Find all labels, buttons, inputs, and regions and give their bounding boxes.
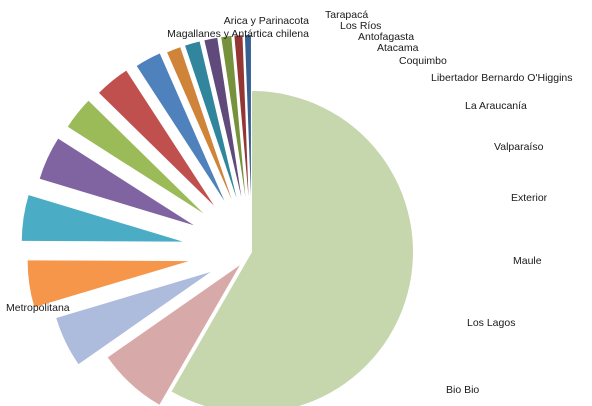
slice-label-metropolitana: Metropolitana xyxy=(6,302,70,314)
slice-label-valparaiso: Valparaíso xyxy=(494,141,544,153)
pie-slice-exterior xyxy=(21,195,183,242)
slice-label-exterior: Exterior xyxy=(511,192,548,204)
slice-label-antofagasta: Antofagasta xyxy=(358,31,414,43)
slice-label-la-araucania: La Araucanía xyxy=(465,100,527,112)
slice-label-coquimbo: Coquimbo xyxy=(399,55,447,67)
slice-label-bio-bio: Bio Bio xyxy=(446,384,479,396)
pie-slice-magallanes-y-antartica-chilena xyxy=(244,35,251,197)
pie-slice-la-araucania xyxy=(67,100,204,214)
pie-slice-coquimbo xyxy=(136,53,225,201)
slice-label-atacama: Atacama xyxy=(377,42,419,54)
pie-slice-maule xyxy=(27,260,189,308)
pie-slice-tarapaca xyxy=(221,36,246,197)
slice-label-los-lagos: Los Lagos xyxy=(467,317,515,329)
slice-label-libertador-bernardo-o-higgins: Libertador Bernardo O'Higgins xyxy=(431,72,573,84)
pie-slices xyxy=(21,35,414,406)
slice-label-magallanes-y-antartica-chilena: Magallanes y Antártica chilena xyxy=(167,28,309,40)
pie-slice-bio-bio xyxy=(107,265,240,405)
pie-slice-antofagasta xyxy=(185,41,237,199)
slice-label-maule: Maule xyxy=(513,255,542,267)
slice-label-arica-y-parinacota: Arica y Parinacota xyxy=(224,15,309,27)
pie-slice-libertador-bernardo-o-higgins xyxy=(99,70,214,206)
pie-slice-los-rios xyxy=(204,37,242,198)
slice-label-tarapaca: Tarapacá xyxy=(325,9,368,21)
slice-label-los-rios: Los Ríos xyxy=(340,20,381,32)
pie-slice-valparaiso xyxy=(39,138,194,226)
pie-slice-metropolitana xyxy=(171,91,414,406)
pie-labels: Metropolitana Bio Bio Los Lagos Maule Exteri… xyxy=(6,9,573,396)
pie-slice-los-lagos xyxy=(56,271,211,365)
pie-slice-atacama xyxy=(167,47,232,200)
pie-slice-arica-y-parinacota xyxy=(234,35,249,197)
